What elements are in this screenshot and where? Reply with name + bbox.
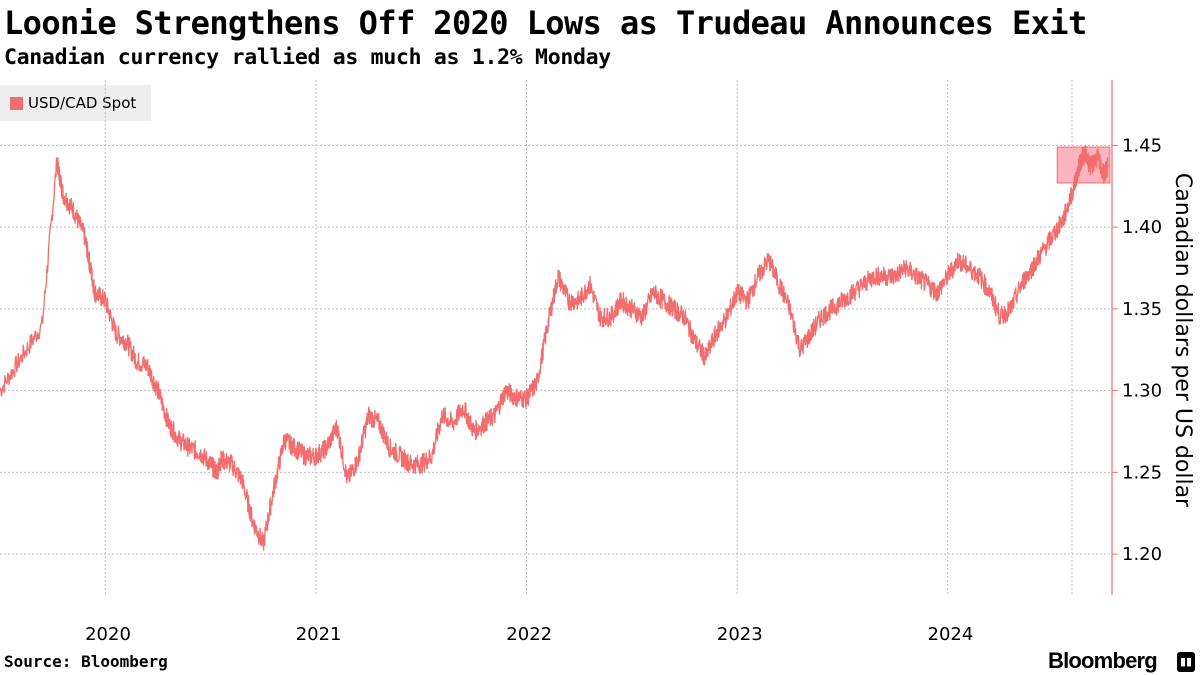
x-tick-label-1: 2021: [296, 624, 342, 645]
series-line-usd-cad: [0, 145, 1109, 551]
chart-subtitle: Canadian currency rallied as much as 1.2…: [4, 45, 611, 70]
y-axis-title: Canadian dollars per US dollar: [1170, 173, 1195, 508]
grid-layer: [0, 80, 1112, 595]
y-tick-label-0: 1.20: [1122, 544, 1162, 565]
axis-layer: 1.20 1.25 1.30 1.35 1.40 1.45 2020 2021 2022 2023…: [85, 80, 1195, 645]
source-note: Source: Bloomberg: [4, 652, 168, 671]
y-tick-label-1: 1.25: [1122, 462, 1162, 483]
x-tick-label-3: 2023: [717, 624, 763, 645]
y-tick-label-3: 1.35: [1122, 299, 1162, 320]
chart-title: Loonie Strengthens Off 2020 Lows as Trud…: [4, 4, 1087, 42]
x-tick-label-0: 2020: [85, 624, 131, 645]
x-tick-label-2: 2022: [506, 624, 552, 645]
y-tick-label-4: 1.40: [1122, 217, 1162, 238]
legend-swatch: [10, 96, 23, 110]
legend: USD/CAD Spot: [0, 85, 151, 121]
brand-logo: Bloomberg: [1048, 648, 1158, 673]
legend-label: USD/CAD Spot: [28, 94, 137, 112]
x-tick-label-4: 2024: [928, 624, 974, 645]
app-badge-icon: ▮▮: [1177, 652, 1195, 672]
y-tick-label-2: 1.30: [1122, 381, 1162, 402]
y-tick-label-5: 1.45: [1122, 135, 1162, 156]
series-layer: [0, 145, 1109, 551]
